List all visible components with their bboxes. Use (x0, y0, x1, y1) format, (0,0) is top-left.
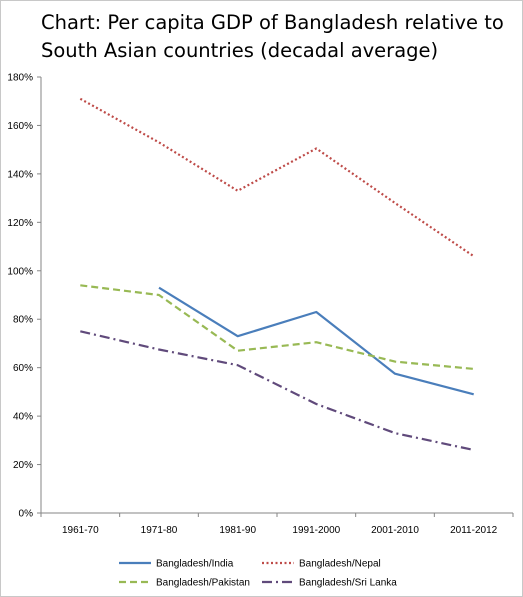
data-point (236, 364, 238, 366)
series-bangladesh-pakistan (79, 284, 474, 370)
series-line (158, 286, 474, 396)
y-tick-label: 20% (13, 460, 33, 471)
data-point (472, 393, 474, 395)
data-point (315, 147, 317, 149)
x-tick-label: 2011-2012 (450, 525, 498, 536)
x-tick-label: 1961-70 (62, 525, 99, 536)
series-layer (79, 97, 475, 452)
x-tick-label: 2001-2010 (371, 525, 419, 536)
y-tick-label: 80% (13, 315, 33, 326)
chart-axes: 0% 20% 40% 60% 80% 100% 120% 140% 160% 180% 1961-7… (7, 73, 514, 536)
series-bangladesh-india (158, 286, 474, 396)
y-tick-label: 140% (7, 169, 33, 180)
y-tick-label: 40% (13, 412, 33, 423)
data-point (315, 341, 317, 343)
data-point (394, 432, 396, 434)
data-point (79, 330, 81, 332)
legend-label: Bangladesh/Pakistan (156, 578, 250, 589)
y-tick-label: 0% (19, 509, 34, 520)
data-point (158, 294, 160, 296)
data-point (394, 360, 396, 362)
data-point (315, 403, 317, 405)
data-point (79, 284, 81, 286)
data-point (472, 449, 474, 451)
y-tick-label: 100% (7, 266, 33, 277)
series-line (79, 97, 475, 258)
data-point (472, 255, 474, 257)
data-point (236, 190, 238, 192)
data-point (472, 368, 474, 370)
data-point (394, 373, 396, 375)
data-point (236, 335, 238, 337)
y-tick-label: 60% (13, 363, 33, 374)
series-bangladesh-sri-lanka (79, 330, 474, 452)
series-line (80, 284, 474, 370)
x-tick-label: 1981-90 (219, 525, 256, 536)
x-tick-label: 1971-80 (141, 525, 178, 536)
legend-label: Bangladesh/Sri Lanka (299, 578, 397, 589)
data-point (79, 98, 81, 100)
legend-label: Bangladesh/Nepal (299, 559, 381, 570)
legend-label: Bangladesh/India (156, 559, 234, 570)
chart-title: Chart: Per capita GDP of Bangladesh rela… (41, 11, 504, 62)
series-line (80, 330, 474, 452)
data-point (158, 287, 160, 289)
data-point (158, 141, 160, 143)
y-tick-label: 160% (7, 121, 33, 132)
series-bangladesh-nepal (79, 97, 475, 258)
legend: Bangladesh/India Bangladesh/Nepal Banglade… (119, 559, 397, 589)
x-tick-label: 1991-2000 (292, 525, 340, 536)
y-tick-label: 120% (7, 218, 33, 229)
data-point (315, 311, 317, 313)
data-point (236, 350, 238, 352)
data-point (394, 202, 396, 204)
data-point (158, 348, 160, 350)
y-tick-label: 180% (7, 73, 33, 84)
